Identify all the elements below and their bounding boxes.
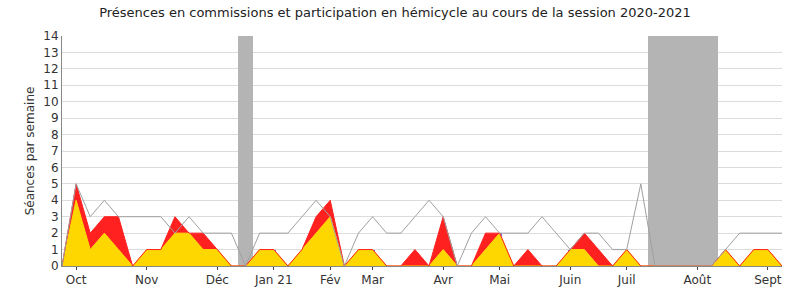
svg-text:2: 2 [51,226,59,240]
svg-text:Oct: Oct [66,273,87,287]
svg-text:Présences en commissions et pa: Présences en commissions et participatio… [99,5,691,20]
svg-text:0: 0 [51,259,59,273]
svg-text:9: 9 [51,111,59,125]
svg-text:11: 11 [43,78,58,92]
svg-text:5: 5 [51,177,59,191]
svg-text:Mai: Mai [489,273,510,287]
svg-text:Séances par semaine: Séances par semaine [23,87,37,216]
svg-text:Sept: Sept [754,273,782,287]
svg-text:Août: Août [683,273,711,287]
svg-text:6: 6 [51,161,59,175]
svg-text:13: 13 [43,46,58,60]
svg-text:Juil: Juil [617,273,636,287]
svg-text:14: 14 [43,29,58,43]
svg-text:Juin: Juin [558,273,581,287]
svg-text:10: 10 [43,95,58,109]
svg-text:4: 4 [51,193,59,207]
svg-text:Avr: Avr [433,273,453,287]
svg-text:8: 8 [51,128,59,142]
svg-text:Fév: Fév [320,273,341,287]
svg-text:Jan 21: Jan 21 [254,273,293,287]
svg-text:Déc: Déc [206,273,229,287]
svg-text:Nov: Nov [135,273,158,287]
svg-text:12: 12 [43,62,58,76]
svg-text:3: 3 [51,210,59,224]
svg-text:Mar: Mar [361,273,384,287]
svg-text:1: 1 [51,243,59,257]
svg-text:7: 7 [51,144,59,158]
